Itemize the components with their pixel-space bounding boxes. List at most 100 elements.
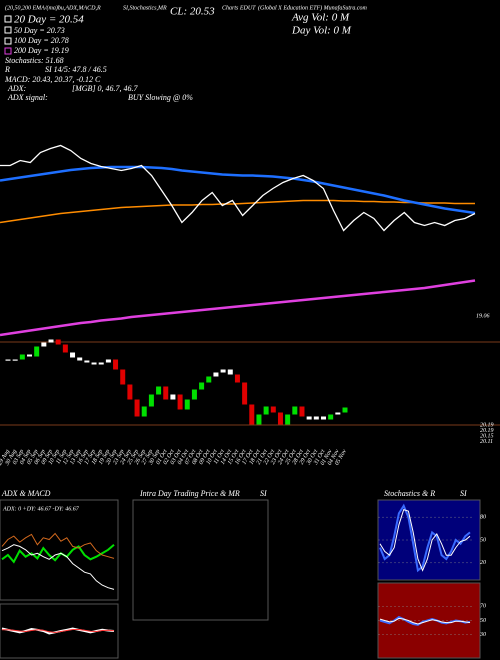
adx-signal: BUY Slowing @ 0% — [128, 93, 193, 102]
candle — [249, 404, 255, 425]
panel-title: SI — [260, 489, 267, 498]
indicator-line — [1, 544, 115, 590]
y-tick-label: 30 — [479, 632, 486, 638]
candle — [62, 344, 68, 353]
candle — [342, 407, 348, 413]
macd-label: MACD: 20.43, 20.37, -0.12 C — [4, 75, 101, 84]
candle — [91, 362, 97, 365]
price-annotation: 20.11 — [480, 439, 493, 445]
candle — [220, 369, 226, 373]
candle — [41, 342, 47, 347]
candle — [285, 414, 291, 425]
candle — [213, 372, 219, 377]
adx-signal-label: ADX signal: — [7, 93, 48, 102]
price-line — [0, 279, 476, 337]
adx-value: [MGB] 0, 46.7, 46.7 — [72, 84, 139, 93]
price-line — [0, 199, 475, 224]
candle — [19, 354, 25, 360]
ma-label: 200 Day = 19.19 — [14, 46, 69, 55]
candle — [242, 382, 248, 405]
adx-panel — [0, 499, 119, 601]
candle — [105, 359, 111, 363]
price-line — [0, 165, 476, 215]
price-annotation: 20.15 — [480, 433, 494, 439]
candle — [156, 386, 162, 395]
candle — [306, 416, 312, 420]
stochastics-label: Stochastics: 51.68 — [5, 56, 64, 65]
y-tick-label: 20 — [480, 560, 486, 566]
panel-title: Intra Day Trading Price & MR — [139, 489, 240, 498]
indicator-line — [2, 629, 115, 634]
candle — [5, 359, 11, 361]
candle — [299, 406, 305, 417]
candle — [55, 339, 61, 345]
indicator-line — [1, 543, 115, 564]
ma-label: 100 Day = 20.78 — [14, 36, 69, 45]
y-tick-label: 80 — [480, 515, 486, 521]
adx-values: ADX: 0 +DY: 46.67 -DY: 46.67 — [2, 505, 80, 512]
ma-label: 20 Day = 20.54 — [14, 14, 84, 26]
candle — [48, 339, 54, 343]
candle — [263, 406, 269, 415]
legend-box — [4, 47, 12, 55]
price-annotation: 19.06 — [476, 313, 490, 319]
candle — [320, 416, 326, 420]
candle — [256, 414, 262, 425]
studies: SI,Stochastics,MR — [123, 5, 167, 11]
candle — [27, 354, 33, 357]
candle — [12, 359, 18, 361]
studies: (20,50,200 EMA/(ma)bu,ADX,MACD,R — [5, 4, 101, 11]
candle — [34, 346, 40, 357]
panel-title: ADX & MACD — [1, 489, 51, 498]
price-annotation: 20.19 — [480, 422, 494, 428]
indicator-line — [379, 503, 471, 573]
legend-box — [4, 37, 12, 45]
candle — [184, 399, 190, 410]
legend-box — [4, 26, 12, 34]
date-label: 29 Aug — [0, 449, 11, 467]
day-volume: Day Vol: 0 M — [291, 25, 352, 37]
candle — [127, 384, 133, 400]
candle — [270, 406, 276, 413]
candle — [98, 362, 104, 365]
candle — [170, 394, 176, 400]
candle — [191, 389, 197, 400]
candle — [77, 357, 83, 361]
price-line — [0, 144, 476, 232]
indicator-line — [379, 508, 471, 572]
price-annotation: 20.19 — [480, 428, 494, 434]
candle — [120, 369, 126, 385]
candle — [206, 376, 212, 383]
candle — [70, 352, 76, 358]
security-name: (Global X Education ETF) MunafaSutra.com — [258, 4, 367, 11]
y-tick-label: 70 — [480, 604, 486, 610]
candle — [113, 359, 119, 370]
panel-title: SI — [460, 489, 467, 498]
ma-label: 50 Day = 20.73 — [14, 26, 65, 35]
y-tick-label: 50 — [480, 618, 486, 624]
panel-title: Stochastics & R — [384, 489, 435, 498]
candle — [141, 406, 147, 417]
candle — [313, 416, 319, 420]
indicator-line — [379, 615, 471, 626]
candle — [134, 399, 140, 417]
indicator-line — [379, 617, 471, 625]
y-tick-label: 50 — [480, 537, 486, 543]
intraday-panel — [132, 499, 269, 621]
candle — [163, 386, 169, 400]
avg-volume: Avg Vol: 0 M — [291, 12, 350, 24]
candle — [277, 412, 283, 425]
candle — [199, 382, 205, 390]
candle — [177, 394, 183, 410]
close-price: CL: 20.53 — [170, 6, 215, 18]
indicator-line — [1, 532, 115, 559]
candle — [148, 394, 154, 407]
candle — [292, 406, 298, 415]
adx-label: ADX: — [7, 84, 27, 93]
candle — [234, 374, 240, 383]
candle — [84, 360, 90, 363]
candle — [335, 412, 341, 415]
rsi-label: R — [4, 65, 10, 74]
charts-label: Charts EDUT — [222, 5, 256, 11]
